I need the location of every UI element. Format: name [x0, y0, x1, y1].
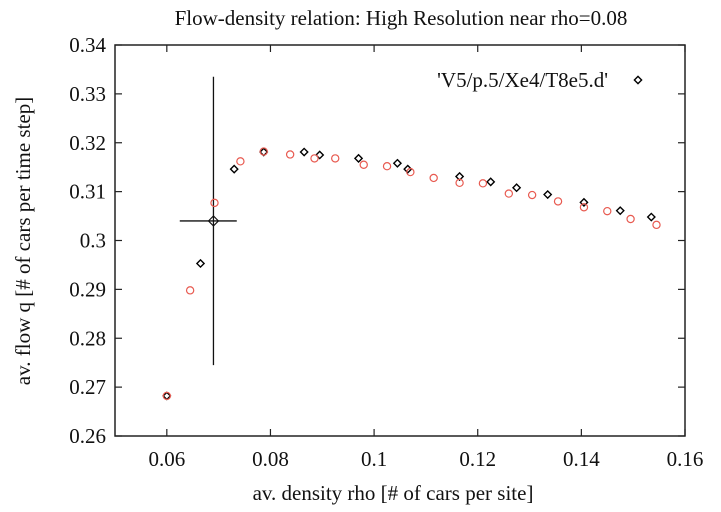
- y-tick-label: 0.29: [69, 277, 106, 301]
- errorbar-layer: [179, 76, 237, 366]
- data-point-diamond: [543, 189, 553, 200]
- data-point-circle: [478, 179, 488, 188]
- data-point-diamond: [315, 150, 325, 160]
- x-tick-label: 0.1: [361, 447, 387, 471]
- data-point-circle: [236, 157, 245, 166]
- data-point-circle: [285, 150, 295, 159]
- legend-series-label: 'V5/p.5/Xe4/T8e5.d': [437, 68, 608, 92]
- data-point-circle: [652, 220, 661, 230]
- data-point-circle: [527, 190, 537, 200]
- y-tick-label: 0.27: [69, 375, 106, 399]
- data-point-diamond: [615, 206, 625, 216]
- data-point-circle: [331, 154, 340, 163]
- x-tick-label: 0.16: [667, 447, 704, 471]
- data-point-circle: [455, 178, 464, 188]
- data-point-circle: [579, 203, 589, 212]
- data-point-circle: [359, 160, 368, 169]
- data-point-circle: [259, 147, 268, 156]
- data-point-circle: [429, 173, 438, 183]
- plot-frame: [114, 44, 686, 437]
- legend-marker-symbol: [633, 75, 643, 85]
- y-tick-label: 0.3: [80, 229, 106, 253]
- y-axis-label: av. flow q [# of cars per time step]: [11, 97, 35, 385]
- x-tick-label: 0.12: [459, 447, 496, 471]
- data-point-diamond: [512, 183, 522, 193]
- series-layer: [162, 147, 661, 401]
- data-point-circle: [553, 197, 563, 206]
- data-point-diamond: [229, 164, 239, 174]
- data-point-circle: [310, 154, 319, 163]
- chart-title: Flow-density relation: High Resolution n…: [175, 6, 628, 30]
- y-tick-label: 0.26: [69, 424, 106, 448]
- data-point-diamond: [646, 212, 656, 222]
- y-tick-label: 0.31: [69, 180, 106, 204]
- data-point-diamond: [299, 147, 309, 157]
- y-tick-label: 0.28: [69, 326, 106, 350]
- y-tick-label: 0.33: [69, 82, 106, 106]
- errorbar-center-marker: [207, 215, 220, 227]
- data-point-circle: [626, 214, 635, 224]
- data-point-diamond: [392, 158, 402, 168]
- x-axis-label: av. density rho [# of cars per site]: [253, 481, 534, 505]
- data-point-diamond: [195, 258, 206, 269]
- data-point-circle: [382, 162, 392, 171]
- data-point-circle: [185, 286, 195, 295]
- data-point-circle: [603, 206, 612, 216]
- data-point-diamond: [455, 171, 465, 182]
- y-tick-label: 0.34: [69, 33, 106, 57]
- data-point-circle: [210, 198, 219, 208]
- data-point-circle: [162, 391, 172, 401]
- data-point-diamond: [579, 197, 589, 207]
- data-point-diamond: [486, 177, 496, 187]
- data-point-circle: [504, 189, 514, 198]
- x-tick-label: 0.08: [252, 447, 289, 471]
- legend: 'V5/p.5/Xe4/T8e5.d': [437, 68, 643, 92]
- data-point-circle: [406, 167, 415, 177]
- data-point-diamond: [353, 153, 364, 163]
- y-tick-label: 0.32: [69, 131, 106, 155]
- x-tick-label: 0.06: [148, 447, 185, 471]
- ticks-layer: 0.06 0.08 0.1 0.12 0.14 0.16 0.26 0.27 0.28 0.29 0…: [69, 33, 703, 471]
- legend-diamond-marker: [633, 75, 643, 85]
- x-tick-label: 0.14: [563, 447, 600, 471]
